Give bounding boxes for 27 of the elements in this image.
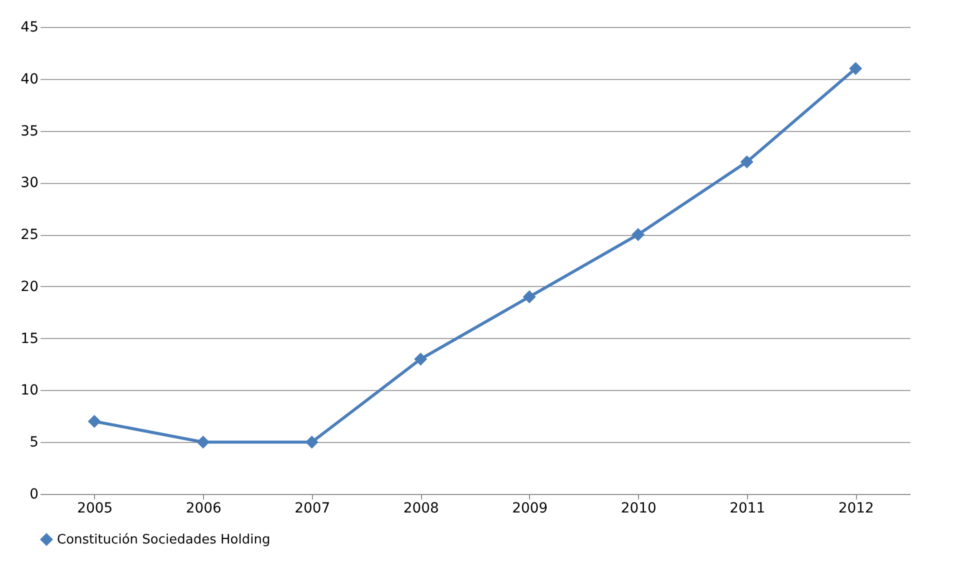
x-tick-label: 2007 — [294, 500, 330, 516]
y-tick-label: 15 — [20, 330, 38, 347]
y-tick-label: 40 — [20, 71, 38, 88]
x-tick-label: 2005 — [77, 500, 113, 516]
point — [196, 436, 210, 449]
y-tick-label: 20 — [20, 278, 38, 295]
x-tick-label: 2008 — [403, 500, 439, 516]
point — [632, 228, 645, 242]
y-tick-label: 10 — [20, 382, 38, 399]
x-tick-label: 2010 — [620, 500, 656, 516]
y-tick-label: 0 — [30, 486, 38, 502]
x-tick-label: 2011 — [730, 500, 766, 516]
point — [849, 62, 862, 76]
y-tick-label: 45 — [20, 20, 38, 36]
x-tick-label: 2009 — [512, 500, 548, 516]
point — [414, 352, 428, 366]
point — [740, 155, 754, 168]
point — [305, 436, 318, 449]
y-tick-label: 5 — [30, 434, 38, 451]
y-tick-label: 35 — [20, 123, 38, 140]
y-tick-label: 25 — [20, 227, 38, 244]
point — [88, 414, 101, 428]
x-tick-label: 2012 — [838, 500, 874, 516]
legend-label: Constitución Sociedades Holding — [57, 532, 270, 548]
y-tick-label: 30 — [20, 175, 38, 192]
x-tick-label: 2006 — [186, 500, 222, 516]
point — [522, 290, 536, 304]
